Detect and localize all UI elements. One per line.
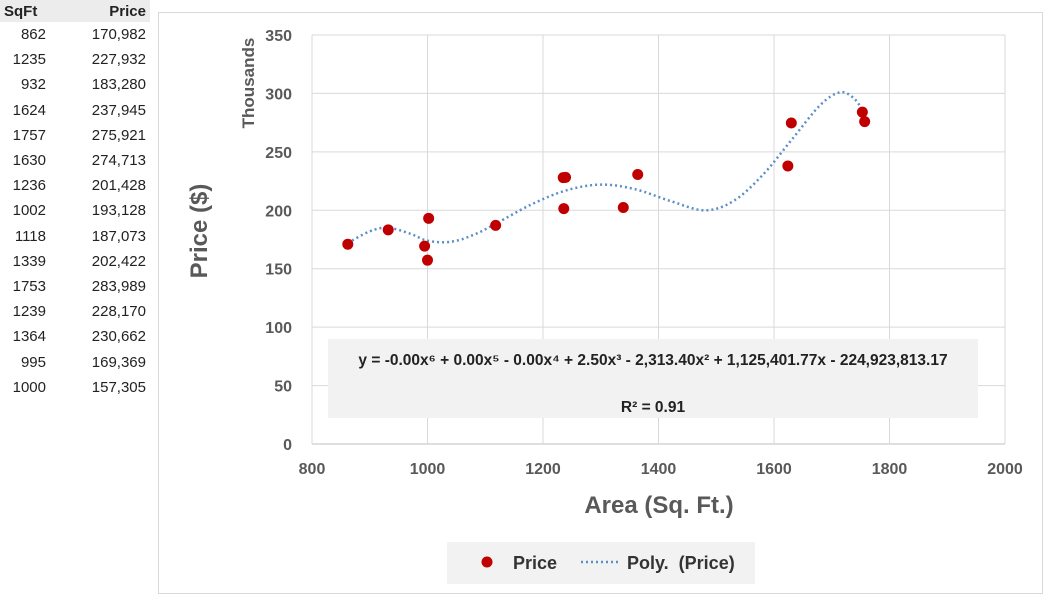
y-tick-label: 100 [265,320,292,337]
cell-sqft: 1339 [12,252,46,270]
cell-sqft: 862 [20,26,46,44]
cell-price: 230,662 [91,328,146,346]
r-squared: R² = 0.91 [621,399,686,416]
data-table-panel: SqFt Price 862 170,982 1235 227,932 932 183,2… [0,0,150,606]
y-tick-label: 0 [283,437,292,454]
cell-sqft: 1002 [12,202,46,220]
table-row: 862 170,982 [0,22,150,47]
cell-sqft: 1235 [12,51,46,69]
y-tick-label: 250 [265,145,292,162]
cell-price: 183,280 [91,76,146,94]
table-row: 995 169,369 [0,349,150,374]
column-header-sqft: SqFt [0,0,52,22]
table-row: 1118 187,073 [0,224,150,249]
data-point [856,106,868,118]
chart-area[interactable]: 0 50 100 150 200 250 300 350 800 1000 1200 1400 1600… [158,12,1043,594]
data-point [490,219,502,231]
y-tick-label: 50 [274,379,292,396]
table-row: 1239 228,170 [0,299,150,324]
data-point [422,254,433,266]
data-point [632,168,644,180]
cell-price: 170,982 [91,26,146,44]
cell-sqft: 1118 [14,227,46,245]
x-tick-label: 1000 [410,461,446,478]
data-point [382,224,394,236]
data-point [423,212,435,224]
table-row: 1757 275,921 [0,123,150,148]
table-row: 1630 274,713 [0,148,150,173]
legend-label-price: Price [513,553,557,573]
cell-sqft: 1630 [12,152,46,170]
cell-price: 227,932 [91,51,146,69]
x-tick-label: 2000 [987,461,1023,478]
x-tick-label: 1400 [641,461,677,478]
table-header-row: SqFt Price [0,0,150,22]
cell-sqft: 995 [20,353,46,371]
trendline-equation: y = -0.00x⁶ + 0.00x⁵ - 0.00x⁴ + 2.50x³ -… [358,352,947,369]
x-tick-label: 800 [299,461,326,478]
scatter-chart: 0 50 100 150 200 250 300 350 800 1000 1200 1400 1600… [186,28,1023,584]
y-tick-label: 200 [265,203,292,220]
cell-price: 202,422 [91,252,146,270]
x-tick-label: 1200 [525,461,561,478]
table-row: 932 183,280 [0,72,150,97]
y-tick-label: 300 [265,86,292,103]
cell-price: 157,305 [91,378,146,396]
cell-price: 193,128 [91,202,146,220]
table-row: 1624 237,945 [0,98,150,123]
column-header-price: Price [52,0,150,22]
table-row: 1002 193,128 [0,198,150,223]
tick-labels: 0 50 100 150 200 250 300 350 800 1000 1200 1400 1600… [265,28,1023,478]
x-tick-label: 1800 [872,461,908,478]
data-point [785,117,797,129]
cell-price: 187,073 [91,227,146,245]
data-points [342,106,871,266]
y-axis-label: Price ($) [186,184,213,279]
cell-price: 169,369 [91,353,146,371]
cell-price: 274,713 [91,152,146,170]
cell-price: 228,170 [91,303,146,321]
y-tick-label: 350 [265,28,292,45]
table-row: 1364 230,662 [0,324,150,349]
data-point [419,240,431,252]
cell-price: 237,945 [91,101,146,119]
data-point [859,116,871,128]
cell-sqft: 1236 [12,177,46,195]
data-point [558,203,570,215]
data-point [782,160,794,172]
table-row: 1000 157,305 [0,375,150,400]
cell-sqft: 1364 [12,328,46,346]
table-body: 862 170,982 1235 227,932 932 183,280 1624 237,9… [0,22,150,400]
cell-price: 201,428 [91,177,146,195]
table-row: 1753 283,989 [0,274,150,299]
cell-sqft: 1000 [12,378,46,396]
cell-sqft: 1239 [12,303,46,321]
cell-sqft: 1757 [12,126,46,144]
legend-label-trendline: Poly. (Price) [627,553,735,573]
x-tick-label: 1600 [756,461,792,478]
table-row: 1235 227,932 [0,47,150,72]
y-axis-unit-label: Thousands [239,38,258,129]
cell-price: 275,921 [91,126,146,144]
cell-price: 283,989 [91,277,146,295]
legend[interactable]: Price Poly. (Price) [447,542,755,584]
cell-sqft: 1624 [12,101,46,119]
data-point [560,171,572,183]
x-axis-label: Area (Sq. Ft.) [584,492,733,519]
data-point [617,201,629,213]
legend-marker-price [481,556,493,568]
table-row: 1339 202,422 [0,249,150,274]
table-row: 1236 201,428 [0,173,150,198]
data-table: SqFt Price 862 170,982 1235 227,932 932 183,2… [0,0,150,400]
data-point [342,238,354,250]
polynomial-trendline [347,90,866,245]
cell-sqft: 1753 [12,277,46,295]
y-tick-label: 150 [265,262,292,279]
equation-box: y = -0.00x⁶ + 0.00x⁵ - 0.00x⁴ + 2.50x³ -… [328,339,978,418]
cell-sqft: 932 [20,76,46,94]
